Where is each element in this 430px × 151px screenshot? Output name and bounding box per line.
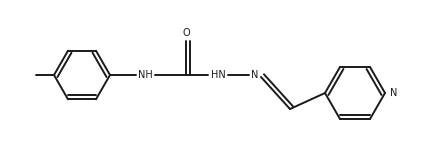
Text: NH: NH	[138, 70, 152, 80]
Text: O: O	[182, 28, 190, 38]
Text: N: N	[390, 88, 397, 98]
Text: HN: HN	[211, 70, 225, 80]
Text: N: N	[251, 70, 259, 80]
